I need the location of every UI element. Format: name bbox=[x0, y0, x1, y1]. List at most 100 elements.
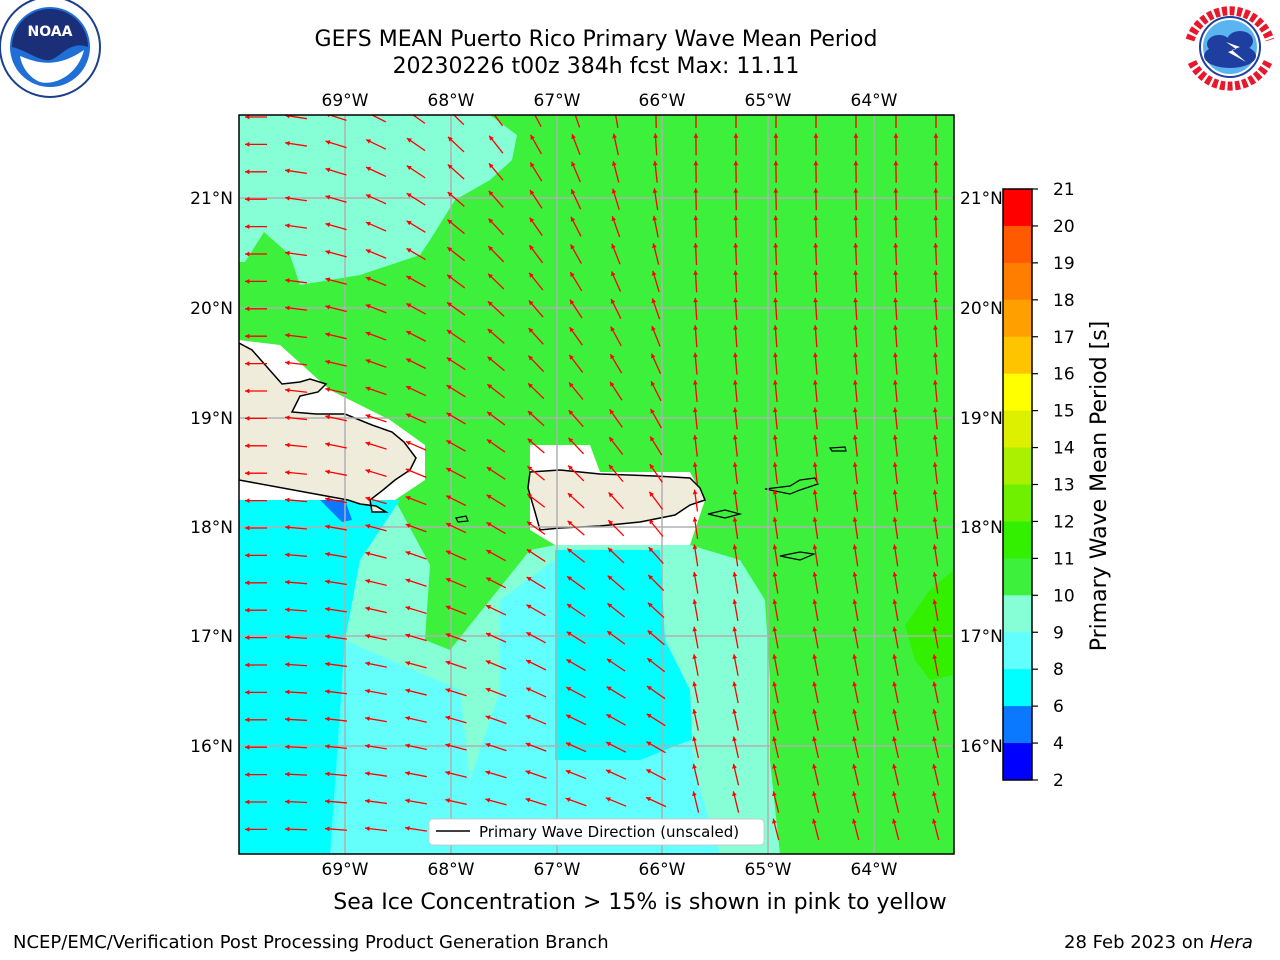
wave-arrow-head bbox=[812, 626, 818, 632]
wave-arrow-head bbox=[813, 325, 818, 330]
colorbar-tick-label: 2 bbox=[1053, 771, 1064, 791]
wave-arrow-head bbox=[772, 818, 777, 824]
wave-arrow-head bbox=[648, 547, 654, 553]
lat-label-left-17n: 17°N bbox=[190, 627, 233, 647]
wave-arrow-head bbox=[773, 133, 779, 138]
wave-arrow-head bbox=[651, 298, 657, 304]
wave-arrow-head bbox=[612, 161, 617, 167]
wave-arrow-head bbox=[932, 818, 937, 824]
wave-arrow-head bbox=[852, 489, 858, 495]
wave-arrow-head bbox=[610, 326, 615, 332]
wave-arrow-head bbox=[772, 791, 777, 797]
wave-arrow-head bbox=[732, 791, 737, 797]
wave-arrow-head bbox=[405, 826, 410, 831]
colorbar-tick-label: 21 bbox=[1053, 180, 1075, 200]
wave-arrow-head bbox=[733, 160, 739, 166]
wave-arrow-head bbox=[325, 414, 331, 420]
wave-arrow-head bbox=[325, 469, 330, 475]
land-hispaniola bbox=[239, 342, 417, 513]
wave-arrow-head bbox=[651, 353, 656, 359]
wave-arrow-head bbox=[932, 380, 938, 385]
wave-arrow-head bbox=[245, 470, 250, 476]
wave-arrow-head bbox=[489, 108, 494, 113]
wave-arrow-head bbox=[652, 188, 658, 194]
wave-arrow-head bbox=[365, 304, 371, 309]
wave-arrow-head bbox=[692, 709, 697, 714]
wave-arrow-head bbox=[526, 659, 532, 665]
wave-arrow-head bbox=[525, 770, 531, 775]
wave-arrow-head bbox=[933, 243, 939, 248]
wave-arrow-head bbox=[245, 279, 250, 284]
wave-arrow-head bbox=[526, 604, 532, 609]
wave-arrow-head bbox=[569, 299, 575, 305]
colorbar-tick-label: 15 bbox=[1053, 402, 1075, 422]
ocean-east-bright bbox=[905, 570, 954, 680]
wave-arrow-head bbox=[772, 736, 777, 742]
wave-arrow-head bbox=[648, 519, 654, 525]
wave-arrow-head bbox=[892, 709, 897, 714]
wave-arrow-head bbox=[568, 410, 574, 416]
wave-arrow-head bbox=[773, 352, 778, 358]
ocean-sw-blue bbox=[320, 500, 352, 522]
wave-arrow-head bbox=[812, 818, 817, 824]
wave-arrow-head bbox=[530, 134, 535, 140]
wave-arrow-shaft bbox=[327, 115, 347, 121]
wave-arrow-head bbox=[892, 681, 898, 687]
wave-arrow-head bbox=[567, 548, 573, 554]
wave-arrow-head bbox=[772, 626, 778, 632]
colorbar-segment bbox=[1003, 521, 1032, 559]
wave-arrow-head bbox=[526, 632, 532, 637]
wave-arrow-head bbox=[528, 383, 533, 389]
wave-arrow-head bbox=[285, 115, 290, 119]
wave-arrow-head bbox=[853, 297, 858, 303]
wave-arrow-head bbox=[733, 133, 739, 138]
lat-label-right-20n: 20°N bbox=[960, 299, 1003, 319]
colorbar-tick-label: 14 bbox=[1053, 439, 1075, 459]
wave-arrow-head bbox=[647, 602, 653, 608]
wave-arrow-head bbox=[812, 380, 818, 385]
lat-label-right-18n: 18°N bbox=[960, 518, 1003, 538]
wave-arrow-head bbox=[570, 271, 575, 277]
wave-arrow-head bbox=[612, 106, 617, 111]
wave-arrow-head bbox=[245, 662, 250, 668]
wave-arrow-head bbox=[485, 742, 491, 748]
wave-arrow-head bbox=[405, 605, 411, 611]
wave-arrow-head bbox=[646, 713, 652, 719]
wave-arrow-head bbox=[567, 576, 573, 581]
wave-arrow-head bbox=[245, 717, 250, 723]
wave-arrow-head bbox=[652, 215, 658, 221]
wave-arrow-head bbox=[527, 521, 532, 527]
wave-arrow-head bbox=[325, 332, 331, 337]
wave-arrow-head bbox=[570, 216, 576, 222]
wave-arrow-shaft bbox=[453, 115, 465, 126]
wave-arrow-head bbox=[609, 409, 615, 415]
wave-arrow-head bbox=[245, 635, 250, 640]
wave-arrow-head bbox=[406, 248, 412, 253]
ocean-south-cyan-west bbox=[239, 500, 400, 854]
wave-arrow-head bbox=[365, 523, 371, 529]
wave-arrow-head bbox=[365, 688, 370, 694]
wave-arrow-head bbox=[732, 626, 738, 632]
wave-arrow-head bbox=[692, 407, 698, 413]
wave-arrow-head bbox=[447, 219, 453, 225]
wave-arrow-head bbox=[692, 489, 698, 495]
wave-arrow-head bbox=[285, 333, 290, 338]
wave-arrow-head bbox=[487, 301, 493, 307]
wave-arrow-head bbox=[812, 517, 818, 522]
map-frame bbox=[238, 114, 955, 855]
wave-arrow-head bbox=[772, 434, 778, 440]
wave-arrow-head bbox=[365, 798, 370, 804]
wave-arrow-head bbox=[892, 626, 898, 632]
wave-arrow-head bbox=[245, 553, 250, 558]
wave-arrow-head bbox=[366, 139, 372, 144]
wave-arrow-head bbox=[365, 551, 371, 557]
wave-arrow-head bbox=[733, 325, 738, 330]
wave-arrow-head bbox=[525, 797, 531, 803]
wave-arrow-head bbox=[611, 243, 616, 249]
wave-arrow-head bbox=[772, 763, 777, 769]
wave-arrow-head bbox=[772, 571, 778, 577]
wave-arrow-head bbox=[773, 297, 778, 303]
wave-arrow-head bbox=[446, 523, 452, 528]
wave-arrow-head bbox=[649, 464, 655, 470]
